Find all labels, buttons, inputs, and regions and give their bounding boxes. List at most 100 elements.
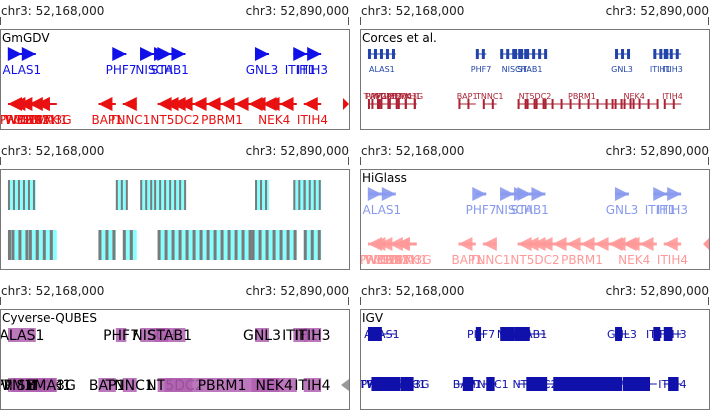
gene-stripe (318, 180, 321, 210)
gene-track-svg[interactable]: ALAS1PHF7NISCHSTAB1GNL3ITIH1ITIH3TWF2WDR… (361, 310, 709, 409)
end-tick (348, 157, 349, 165)
gene-label: ITIH4 (657, 253, 688, 267)
exon (500, 327, 515, 341)
gene-arrow (35, 97, 50, 111)
gene-stripe (35, 230, 39, 260)
gene-label: STAB1 (148, 328, 192, 344)
gene-stripe (22, 180, 25, 210)
gene-label: BAP1 (91, 113, 122, 127)
gene-stripe (112, 230, 116, 260)
gene-label: PPM1M (361, 378, 400, 391)
exon (638, 99, 641, 109)
exon (475, 49, 479, 59)
gene-block (164, 378, 280, 392)
coordinate-ruler: chr3: 52,168,000 chr3: 52,890,000 (0, 280, 350, 298)
end-coordinate: chr3: 52,890,000 (245, 144, 349, 158)
exon (367, 99, 370, 109)
start-tick (0, 157, 1, 165)
gene-label: TNNC1 (105, 378, 154, 394)
gene-block (154, 328, 186, 342)
gene-arrow (21, 47, 36, 61)
exon (486, 377, 495, 391)
gene-label: NT5DC2 (510, 253, 559, 267)
start-tick (0, 297, 1, 305)
gene-stripe (115, 180, 118, 210)
exon (647, 99, 650, 109)
gene-stripe (17, 180, 20, 210)
gene-stripe (184, 180, 187, 210)
gene-label: NEK4 (623, 92, 644, 101)
gene-label: GNL3 (611, 65, 633, 74)
gene-stripe (169, 180, 172, 210)
gene-label: GNL3 (243, 328, 281, 344)
track-area[interactable] (0, 169, 350, 270)
exon (482, 99, 485, 109)
gene-block (122, 230, 137, 260)
gene-label: NISCH (495, 203, 533, 217)
exon (553, 377, 623, 391)
gene-arrow (625, 237, 640, 251)
gene-block (35, 230, 57, 260)
panel-corces: chr3: 52,168,000 chr3: 52,890,000 ALAS1 P… (360, 0, 710, 130)
gene-block (255, 328, 269, 342)
exon (653, 49, 657, 59)
gene-arrow (220, 97, 235, 111)
gene-label: ALAS1 (369, 65, 395, 74)
gene-label: PPM1M (1, 113, 42, 127)
gene-label: ALAS1 (364, 328, 399, 341)
exon (395, 99, 398, 109)
start-coordinate: chr3: 52,168,000 (361, 284, 465, 298)
gene-stripe (49, 230, 53, 260)
gene-label: ITIH1 (645, 203, 676, 217)
track-area[interactable]: ALAS1PHF7NISCHSTAB1GNL3ITIH1ITIH3TWF2WDR… (0, 309, 350, 410)
gene-label: PPM1M (1, 378, 45, 394)
gene-label: NT5DC2 (519, 92, 552, 101)
gene-label: ITIH3 (658, 328, 686, 341)
gene-label: ITIH4 (297, 113, 328, 127)
exon (517, 99, 520, 109)
gene-arrow (381, 187, 396, 201)
gene-stripe (298, 180, 301, 210)
track-area[interactable]: ALAS1PHF7NISCHSTAB1GNL3ITIH1ITIH3TWF2WDR… (360, 309, 710, 410)
gene-arrow (279, 97, 294, 111)
gene-arrow (611, 237, 626, 251)
gene-arrow (371, 237, 386, 251)
gene-stripe (308, 180, 311, 210)
exon (367, 327, 382, 341)
exon (380, 99, 383, 109)
gene-block (35, 378, 57, 392)
gene-track-svg[interactable] (1, 170, 349, 269)
gene-stripe (293, 230, 297, 260)
gene-stripe (25, 230, 29, 260)
gene-label: STAB1 (517, 65, 542, 74)
gene-stripe (105, 230, 109, 260)
gene-stripe (159, 180, 162, 210)
gene-arrow (482, 237, 497, 251)
exon (413, 99, 416, 109)
exon (551, 99, 554, 109)
exon (506, 49, 510, 59)
panel-igv: chr3: 52,168,000 chr3: 52,890,000 ALAS1 P… (360, 280, 710, 410)
gene-label: PBRM1 (198, 378, 247, 394)
coordinate-ruler: chr3: 52,168,000 chr3: 52,890,000 (0, 0, 350, 18)
end-coordinate: chr3: 52,890,000 (605, 144, 709, 158)
gene-label: STAB1 (511, 203, 549, 217)
exon (653, 327, 661, 341)
gene-label: SEMA3G (381, 253, 432, 267)
gene-track-svg[interactable]: ALAS1PHF7NISCHSTAB1GNL3ITIH1ITIH3TWF2WDR… (1, 310, 349, 409)
start-tick (360, 297, 361, 305)
end-tick (708, 157, 709, 165)
gene-label: ITIH3 (297, 63, 328, 77)
gene-label: TNNC1 (470, 378, 509, 391)
start-tick (360, 157, 361, 165)
exon (560, 99, 563, 109)
gene-stripe (27, 180, 30, 210)
gene-label: ITIH4 (294, 378, 330, 394)
gene-label: ITIH1 (650, 65, 671, 74)
